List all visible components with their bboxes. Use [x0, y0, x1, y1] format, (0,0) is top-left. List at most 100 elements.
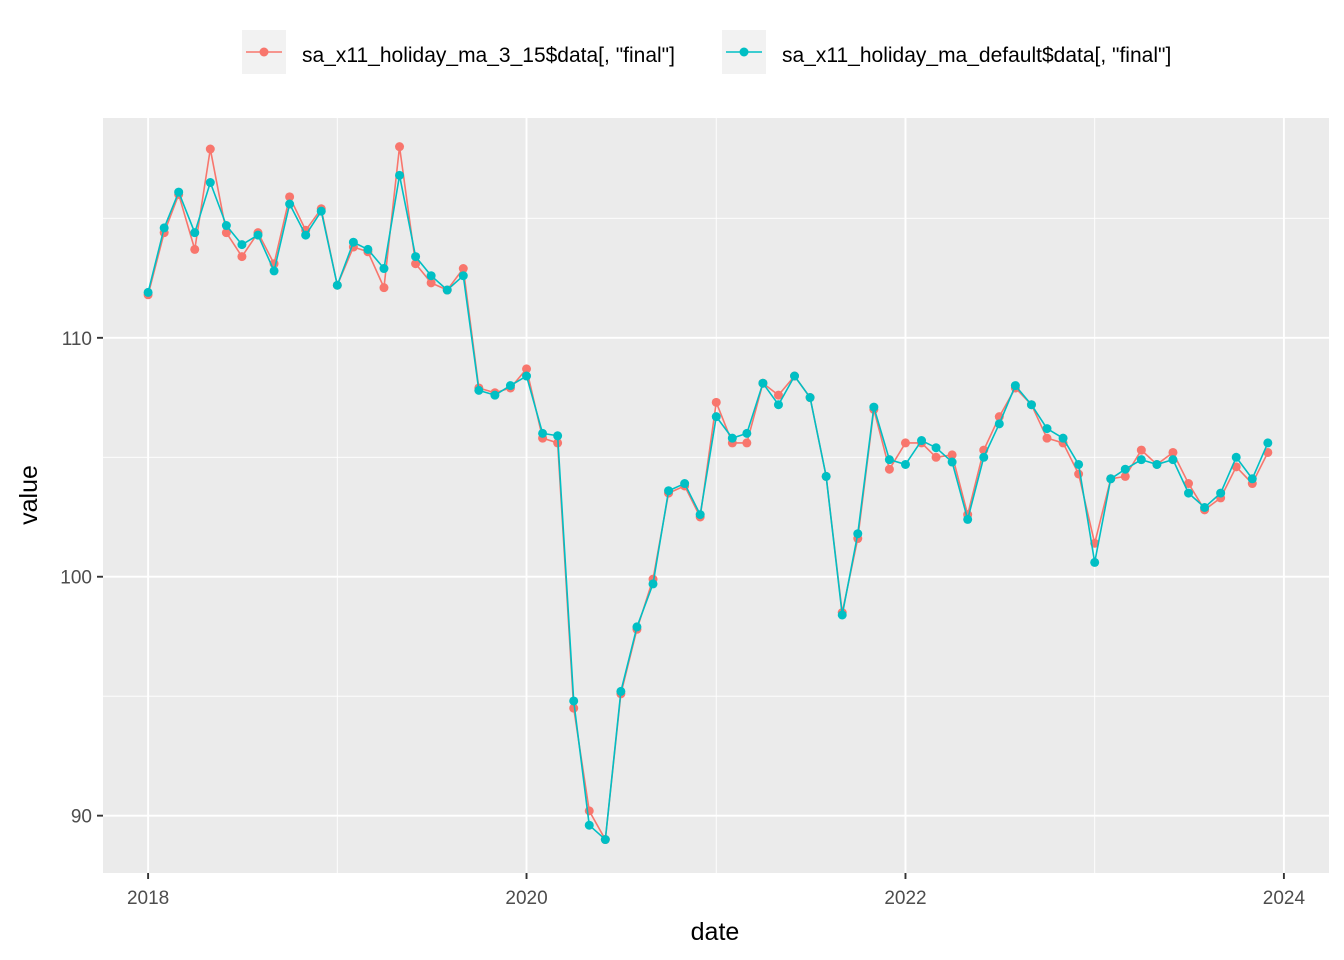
data-point: [363, 244, 373, 254]
data-point: [253, 230, 263, 240]
data-point: [758, 378, 768, 388]
data-point: [837, 610, 847, 620]
data-point: [680, 479, 690, 489]
legend-label-series-2: sa_x11_holiday_ma_default$data[, "final"…: [782, 44, 1171, 67]
data-point: [742, 438, 752, 448]
y-tick-label: 90: [71, 807, 92, 828]
y-tick-label: 110: [62, 329, 92, 350]
data-point: [869, 402, 879, 412]
x-tick-label: 2020: [505, 888, 547, 909]
data-point: [442, 285, 452, 295]
data-point: [1231, 452, 1241, 462]
data-point: [821, 471, 831, 481]
data-point: [1231, 462, 1241, 472]
data-point: [143, 287, 153, 297]
data-point: [1026, 400, 1036, 410]
data-point: [379, 264, 389, 274]
data-point: [584, 806, 594, 816]
data-point: [616, 686, 626, 696]
data-point: [773, 400, 783, 410]
data-point: [1184, 488, 1194, 498]
data-point: [884, 455, 894, 465]
data-point: [931, 443, 941, 453]
data-point: [947, 450, 957, 460]
data-point: [947, 457, 957, 467]
data-point: [1042, 424, 1052, 434]
data-point: [174, 187, 184, 197]
series-2: [143, 170, 1273, 845]
data-point: [221, 228, 231, 238]
data-point: [348, 237, 358, 247]
data-point: [301, 230, 311, 240]
data-point: [505, 381, 515, 391]
data-point: [584, 820, 594, 830]
data-point: [522, 364, 532, 374]
data-point: [1152, 459, 1162, 469]
legend: sa_x11_holiday_ma_3_15$data[, "final"] s…: [242, 30, 1171, 74]
grid: [103, 118, 1329, 873]
y-axis: 90 100 110: [60, 329, 103, 828]
y-tick-label: 100: [60, 568, 92, 589]
data-point: [285, 192, 295, 202]
data-point: [474, 385, 484, 395]
data-point: [1263, 438, 1273, 448]
data-point: [994, 419, 1004, 429]
data-point: [159, 223, 169, 233]
data-point: [411, 259, 421, 269]
data-point: [1136, 455, 1146, 465]
data-point: [963, 514, 973, 524]
y-axis-title: value: [15, 465, 43, 525]
legend-point-series-2: [739, 47, 749, 57]
data-point: [1058, 433, 1068, 443]
data-point: [695, 510, 705, 520]
data-point: [632, 622, 642, 632]
data-point: [1106, 474, 1116, 484]
data-point: [237, 240, 247, 250]
data-point: [395, 142, 405, 152]
data-point: [569, 696, 579, 706]
data-point: [1074, 469, 1084, 479]
data-point: [285, 199, 295, 209]
data-point: [1216, 488, 1226, 498]
data-point: [1247, 474, 1257, 484]
x-tick-label: 2022: [884, 888, 926, 909]
series-line-2: [147, 174, 1269, 841]
data-point: [205, 178, 215, 188]
data-point: [1042, 433, 1052, 443]
x-tick-label: 2024: [1263, 888, 1306, 909]
data-point: [917, 436, 927, 446]
data-point: [190, 228, 200, 238]
data-point: [522, 371, 532, 381]
data-point: [538, 428, 548, 438]
data-point: [711, 397, 721, 407]
data-point: [1074, 459, 1084, 469]
data-point: [379, 283, 389, 293]
data-point: [773, 390, 783, 400]
x-tick-label: 2018: [127, 888, 169, 909]
data-point: [979, 452, 989, 462]
x-axis: 2018 2020 2022 2024: [127, 873, 1306, 909]
data-point: [1136, 445, 1146, 455]
data-point: [900, 438, 910, 448]
data-point: [553, 431, 563, 441]
data-point: [884, 464, 894, 474]
data-point: [1090, 557, 1100, 567]
data-point: [727, 433, 737, 443]
data-point: [221, 221, 231, 231]
data-point: [742, 428, 752, 438]
data-point: [1184, 479, 1194, 489]
data-point: [237, 252, 247, 262]
data-point: [1263, 447, 1273, 457]
x-axis-title: date: [691, 918, 740, 946]
data-point: [426, 271, 436, 281]
data-point: [1120, 471, 1130, 481]
data-point: [569, 703, 579, 713]
data-point: [316, 206, 326, 216]
data-point: [1168, 455, 1178, 465]
data-point: [332, 280, 342, 290]
data-point: [664, 486, 674, 496]
data-point: [1200, 502, 1210, 512]
data-point: [900, 459, 910, 469]
data-point: [1168, 447, 1178, 457]
